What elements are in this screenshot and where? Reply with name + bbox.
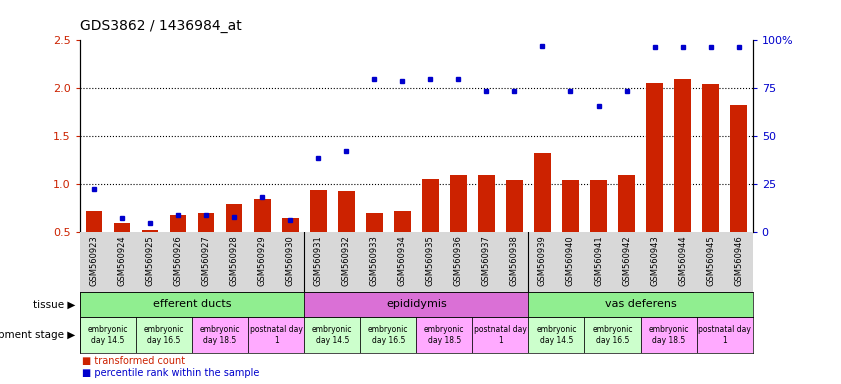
Bar xyxy=(304,292,528,317)
Text: vas deferens: vas deferens xyxy=(605,299,676,310)
Bar xyxy=(338,191,355,232)
Text: embryonic
day 18.5: embryonic day 18.5 xyxy=(648,325,689,345)
Text: GSM560946: GSM560946 xyxy=(734,235,743,286)
Bar xyxy=(304,317,360,353)
Bar xyxy=(282,218,299,232)
Bar xyxy=(394,211,410,232)
Text: GSM560939: GSM560939 xyxy=(538,235,547,286)
Bar xyxy=(141,230,158,232)
Text: GSM560937: GSM560937 xyxy=(482,235,491,286)
Text: development stage ▶: development stage ▶ xyxy=(0,330,76,340)
Text: postnatal day
1: postnatal day 1 xyxy=(250,325,303,345)
Bar xyxy=(170,215,187,232)
Text: embryonic
day 14.5: embryonic day 14.5 xyxy=(312,325,352,345)
Bar xyxy=(416,317,473,353)
Bar xyxy=(730,104,747,232)
Text: embryonic
day 16.5: embryonic day 16.5 xyxy=(368,325,409,345)
Bar xyxy=(198,213,214,232)
Text: embryonic
day 18.5: embryonic day 18.5 xyxy=(424,325,464,345)
Bar xyxy=(534,152,551,232)
Bar xyxy=(618,175,635,232)
Bar xyxy=(696,317,753,353)
Bar xyxy=(506,180,523,232)
Text: embryonic
day 18.5: embryonic day 18.5 xyxy=(200,325,241,345)
Bar xyxy=(254,199,271,232)
Text: GSM560944: GSM560944 xyxy=(678,235,687,286)
Bar xyxy=(702,84,719,232)
Text: GSM560924: GSM560924 xyxy=(118,235,126,286)
Text: GSM560935: GSM560935 xyxy=(426,235,435,286)
Bar xyxy=(225,204,242,232)
Text: ■ percentile rank within the sample: ■ percentile rank within the sample xyxy=(82,368,259,379)
Text: GSM560942: GSM560942 xyxy=(622,235,631,286)
Text: postnatal day
1: postnatal day 1 xyxy=(698,325,751,345)
Bar xyxy=(80,317,136,353)
Bar xyxy=(422,179,439,232)
Bar xyxy=(674,79,691,232)
Bar xyxy=(248,317,304,353)
Bar xyxy=(309,190,326,232)
Text: GSM560925: GSM560925 xyxy=(145,235,155,286)
Bar xyxy=(528,292,753,317)
Text: GSM560945: GSM560945 xyxy=(706,235,715,286)
Text: embryonic
day 14.5: embryonic day 14.5 xyxy=(87,325,128,345)
Bar xyxy=(366,213,383,232)
Text: GSM560938: GSM560938 xyxy=(510,235,519,286)
Text: GSM560930: GSM560930 xyxy=(286,235,294,286)
Bar xyxy=(192,317,248,353)
Text: GSM560941: GSM560941 xyxy=(594,235,603,286)
Bar xyxy=(562,180,579,232)
Bar xyxy=(473,317,528,353)
Text: GSM560936: GSM560936 xyxy=(454,235,463,286)
Text: embryonic
day 16.5: embryonic day 16.5 xyxy=(592,325,632,345)
Text: GSM560931: GSM560931 xyxy=(314,235,323,286)
Text: embryonic
day 16.5: embryonic day 16.5 xyxy=(144,325,184,345)
Bar xyxy=(86,211,103,232)
Text: GSM560926: GSM560926 xyxy=(173,235,182,286)
Bar xyxy=(584,317,641,353)
Bar xyxy=(114,223,130,232)
Text: embryonic
day 14.5: embryonic day 14.5 xyxy=(537,325,577,345)
Text: epididymis: epididymis xyxy=(386,299,447,310)
Bar xyxy=(136,317,192,353)
Bar xyxy=(641,317,696,353)
Bar xyxy=(528,317,584,353)
Text: postnatal day
1: postnatal day 1 xyxy=(474,325,526,345)
Text: GSM560940: GSM560940 xyxy=(566,235,575,286)
Text: GSM560932: GSM560932 xyxy=(341,235,351,286)
Text: GSM560928: GSM560928 xyxy=(230,235,239,286)
Text: GSM560923: GSM560923 xyxy=(89,235,98,286)
Bar xyxy=(450,175,467,232)
Text: tissue ▶: tissue ▶ xyxy=(34,299,76,310)
Bar xyxy=(478,175,495,232)
Text: GSM560929: GSM560929 xyxy=(257,235,267,286)
Text: GSM560933: GSM560933 xyxy=(370,235,378,286)
Text: GDS3862 / 1436984_at: GDS3862 / 1436984_at xyxy=(80,19,241,33)
Bar xyxy=(646,83,663,232)
Text: efferent ducts: efferent ducts xyxy=(153,299,231,310)
Text: ■ transformed count: ■ transformed count xyxy=(82,356,185,366)
Bar xyxy=(360,317,416,353)
Text: GSM560927: GSM560927 xyxy=(202,235,210,286)
Text: GSM560934: GSM560934 xyxy=(398,235,407,286)
Bar xyxy=(80,292,304,317)
Text: GSM560943: GSM560943 xyxy=(650,235,659,286)
Bar xyxy=(590,180,607,232)
